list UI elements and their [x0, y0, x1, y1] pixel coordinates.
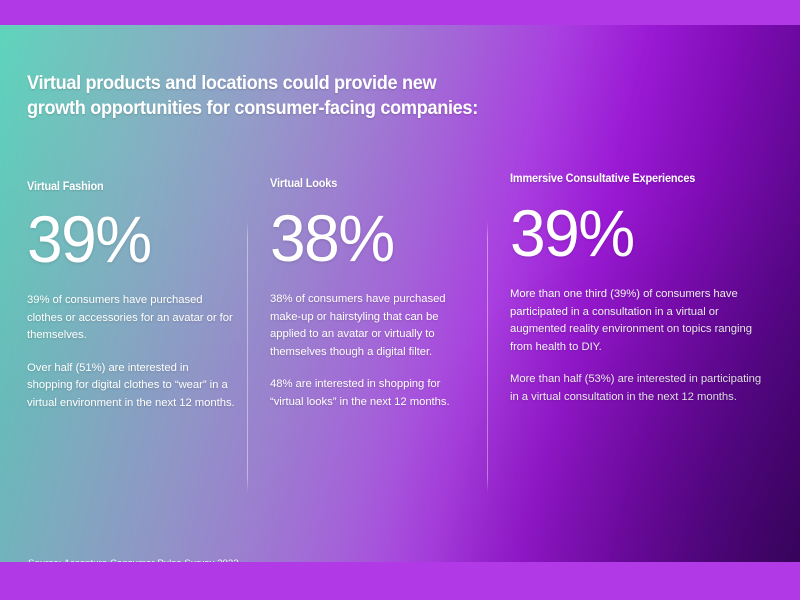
page-title-line-1: Virtual products and locations could pro… [27, 72, 437, 94]
page-title-line-2: growth opportunities for consumer-facing… [27, 97, 478, 119]
page-title: Virtual products and locations could pro… [27, 71, 604, 121]
stat-column-immersive-consultative-experiences: Immersive Consultative Experiences 39% M… [510, 172, 762, 406]
column-paragraph: 39% of consumers have purchased clothes … [27, 294, 233, 341]
column-header: Virtual Looks [270, 178, 338, 190]
column-stat-value: 39% [510, 196, 635, 270]
column-paragraph: 38% of consumers have purchased make-up … [270, 293, 446, 358]
column-paragraph: Over half (51%) are interested in shoppi… [27, 361, 235, 409]
source-attribution: Source: Accenture Consumer Pulse Survey … [28, 558, 239, 562]
column-stat-value: 39% [27, 202, 152, 276]
stat-column-virtual-fashion: Virtual Fashion 39% 39% of consumers hav… [27, 180, 237, 412]
column-divider-2 [487, 221, 488, 493]
stat-column-virtual-looks: Virtual Looks 38% 38% of consumers have … [270, 177, 475, 411]
top-accent-band [0, 0, 800, 25]
column-header: Immersive Consultative Experiences [510, 173, 696, 185]
column-paragraph: 48% are interested in shopping for “virt… [270, 378, 450, 408]
column-header: Virtual Fashion [27, 181, 104, 193]
column-paragraph: More than half (53%) are interested in p… [510, 373, 762, 403]
column-stat-value: 38% [270, 201, 395, 275]
gradient-panel: Virtual products and locations could pro… [0, 25, 800, 562]
column-divider-1 [247, 221, 248, 493]
column-paragraph: More than one third (39%) of consumers h… [510, 288, 752, 353]
bottom-accent-band [0, 562, 800, 600]
